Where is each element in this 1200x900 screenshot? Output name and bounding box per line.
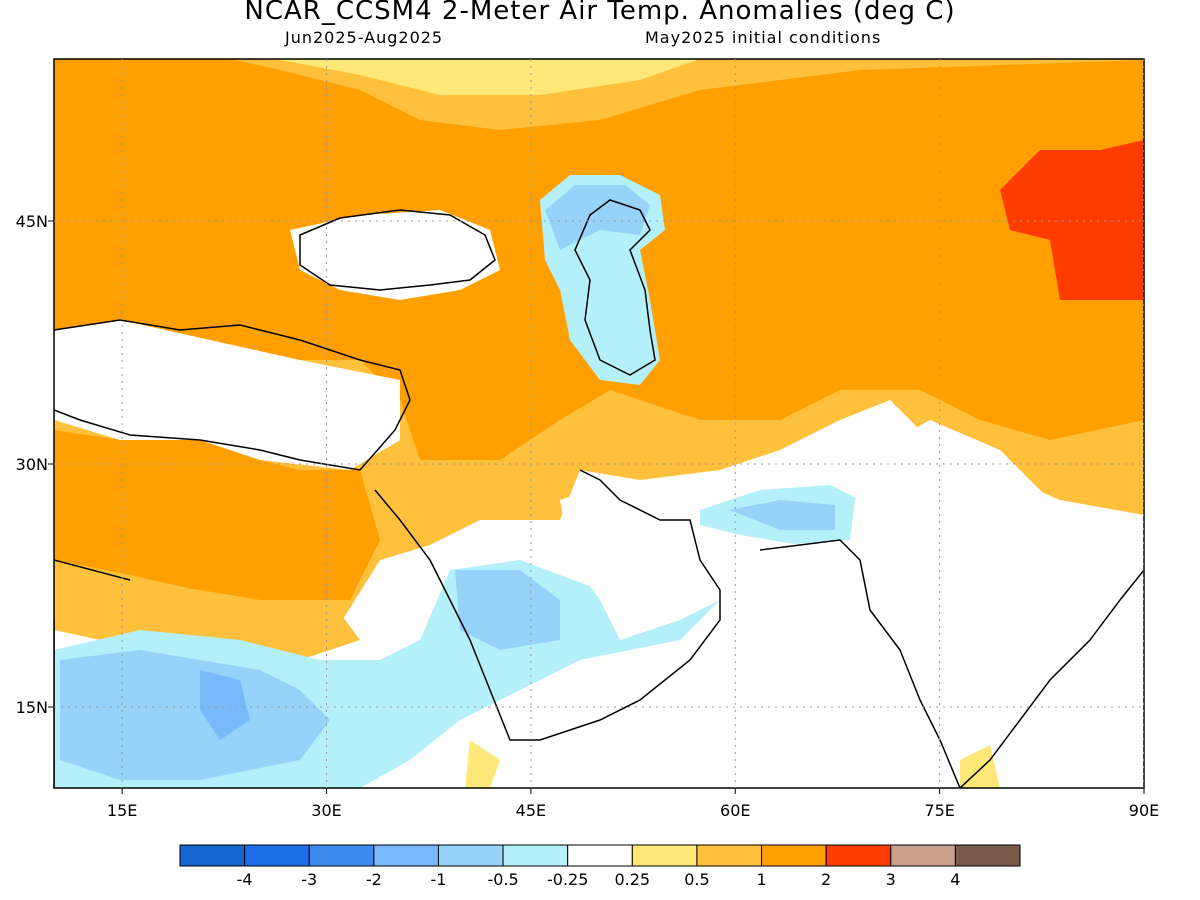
legend-label: -0.5 bbox=[487, 870, 518, 889]
legend-swatch bbox=[631, 844, 698, 867]
forecast-period: Jun2025-Aug2025 bbox=[285, 28, 444, 47]
legend-label: 2 bbox=[821, 870, 831, 889]
lon-tick-label: 30E bbox=[311, 801, 341, 820]
legend-swatch bbox=[373, 844, 439, 867]
legend-label: 4 bbox=[950, 870, 960, 889]
legend-label: 0.5 bbox=[684, 870, 709, 889]
color-legend: -4 -3 -2 -1 -0.5 -0.25 0.25 0.5 1 2 3 4 bbox=[179, 844, 1021, 889]
graticule bbox=[54, 59, 1144, 788]
lat-tick-label: 30N bbox=[16, 455, 48, 474]
lon-tick-label: 75E bbox=[924, 801, 954, 820]
legend-label: -2 bbox=[366, 870, 382, 889]
legend-swatch bbox=[308, 844, 375, 867]
lat-tick-label: 15N bbox=[16, 698, 48, 717]
legend-swatch bbox=[696, 844, 763, 867]
legend-swatch bbox=[761, 844, 827, 867]
map-axes: 15E 30E 45E 60E 75E 90E 15N 30N 45N bbox=[16, 212, 1160, 820]
lat-tick-label: 45N bbox=[16, 212, 48, 231]
legend-swatch bbox=[244, 844, 310, 867]
legend-swatch bbox=[954, 844, 1021, 867]
lon-tick-label: 60E bbox=[720, 801, 750, 820]
legend-swatch bbox=[567, 844, 633, 867]
legend-label: 3 bbox=[886, 870, 896, 889]
legend-swatch bbox=[502, 844, 569, 867]
legend-label: 1 bbox=[756, 870, 766, 889]
legend-swatch bbox=[890, 844, 956, 867]
anomaly-shading bbox=[54, 59, 1144, 788]
legend-label: -3 bbox=[301, 870, 317, 889]
lon-tick-label: 15E bbox=[107, 801, 137, 820]
initial-conditions: May2025 initial conditions bbox=[645, 28, 882, 47]
lon-tick-label: 90E bbox=[1129, 801, 1159, 820]
legend-label: 0.25 bbox=[614, 870, 650, 889]
legend-swatch bbox=[825, 844, 892, 867]
legend-swatch bbox=[437, 844, 504, 867]
legend-label: -0.25 bbox=[547, 870, 588, 889]
map-title: NCAR_CCSM4 2-Meter Air Temp. Anomalies (… bbox=[244, 0, 956, 26]
lon-tick-label: 45E bbox=[516, 801, 546, 820]
legend-label: -4 bbox=[237, 870, 253, 889]
legend-label: -1 bbox=[430, 870, 446, 889]
legend-swatch bbox=[179, 844, 246, 867]
